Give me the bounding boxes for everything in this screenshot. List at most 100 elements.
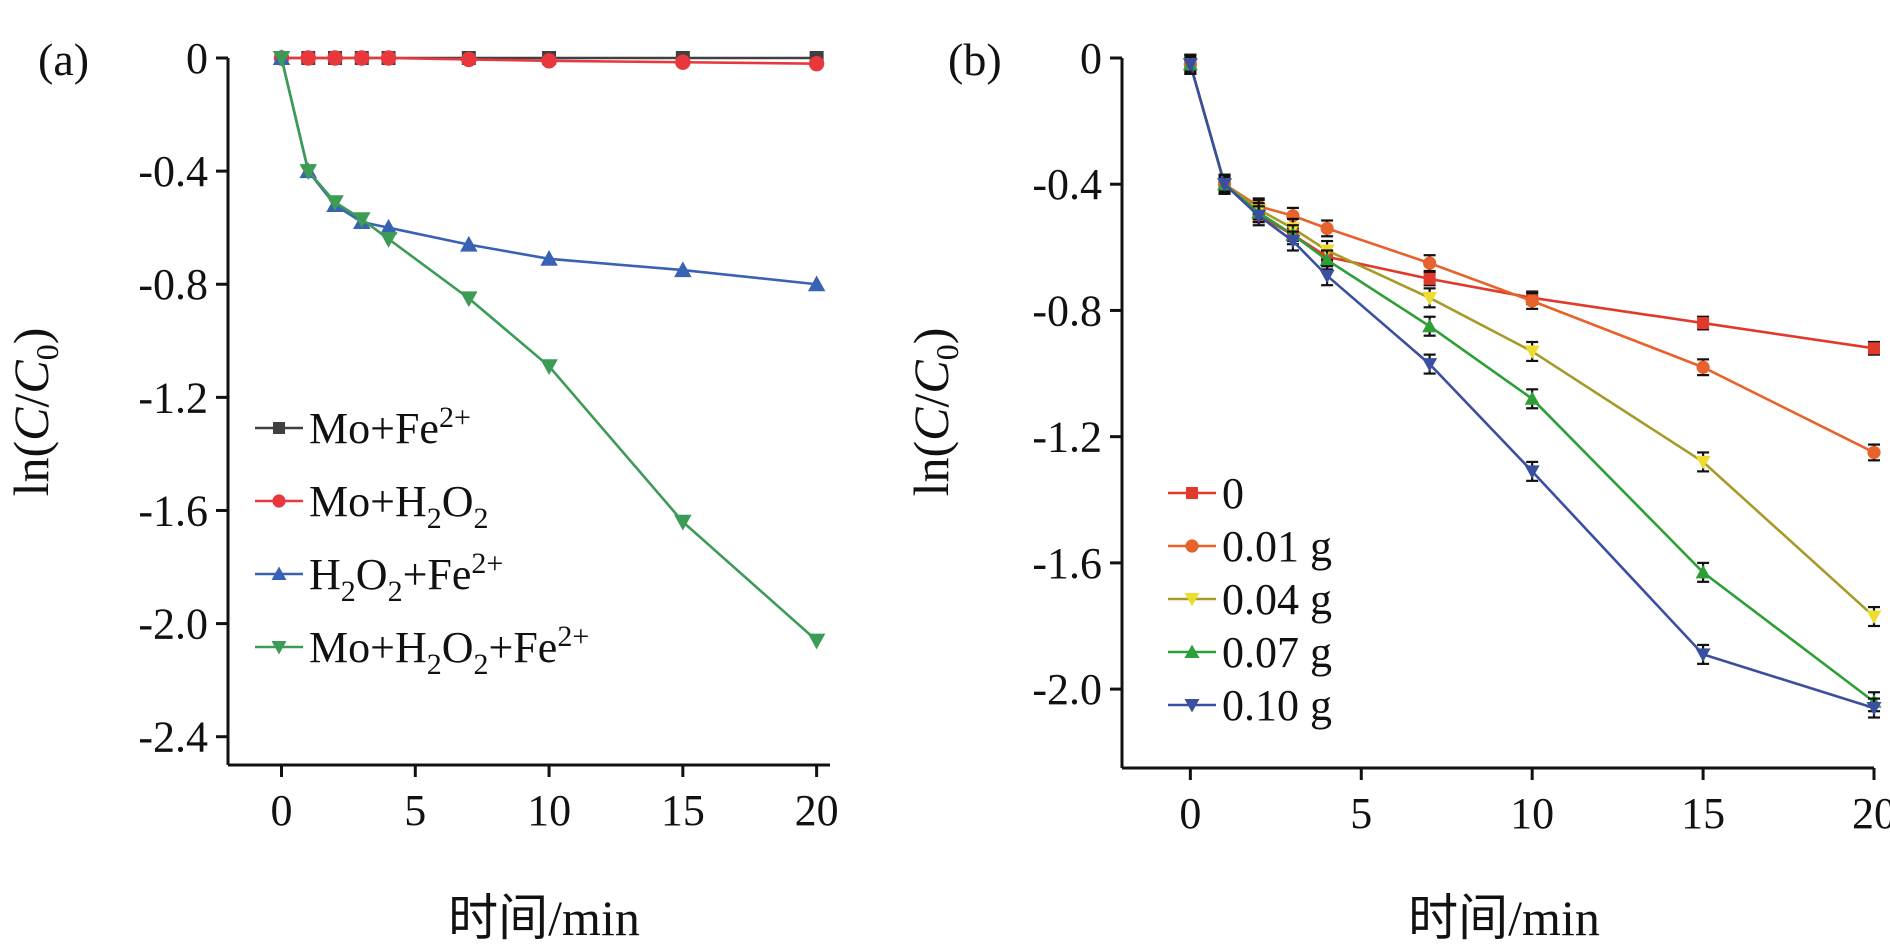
data-point (1695, 648, 1711, 662)
data-point (1866, 702, 1882, 716)
data-point (674, 514, 692, 531)
data-point (674, 261, 692, 278)
x-tick-label: 5 (404, 786, 426, 835)
data-point (1319, 252, 1335, 266)
data-point (1423, 256, 1437, 270)
series-2 (273, 50, 825, 72)
data-point (272, 51, 291, 67)
data-point (460, 235, 478, 252)
data-point (1251, 209, 1267, 224)
legend-label: 0.01 g (1222, 522, 1332, 571)
data-point (380, 50, 397, 66)
y-axis-label: ln(C/C0) (903, 328, 965, 497)
legend-marker (1184, 699, 1200, 713)
data-point (1524, 345, 1540, 359)
y-tick-label: -1.2 (138, 373, 208, 422)
panel-label: (b) (948, 34, 1002, 85)
panel-label: (a) (38, 34, 89, 85)
data-point (326, 195, 344, 211)
y-tick-label: -2.4 (138, 713, 208, 762)
legend-label: 0 (1222, 469, 1244, 518)
series-5 (1182, 53, 1882, 719)
x-tick-label: 5 (1350, 789, 1372, 838)
y-tick-label: -2.0 (138, 600, 208, 649)
data-point (1524, 391, 1540, 405)
data-point (1525, 294, 1539, 308)
y-tick-label: -1.2 (1032, 413, 1102, 462)
x-tick-label: 15 (1681, 789, 1725, 838)
data-point (540, 250, 558, 266)
data-point (1695, 564, 1711, 579)
legend-marker (1184, 644, 1200, 658)
data-point (1182, 58, 1198, 72)
legend-marker (271, 641, 287, 655)
y-tick-label: -0.8 (138, 260, 208, 309)
legend: Mo+Fe2+ Mo+H2O2 H2O2+Fe2+ Mo+H2O2+Fe2+ (255, 401, 589, 681)
data-point (460, 291, 478, 308)
data-point (540, 359, 558, 376)
legend: 00.01 g0.04 g0.07 g0.10 g (1168, 469, 1332, 730)
data-point (1696, 360, 1710, 374)
series-3 (272, 49, 826, 292)
y-tick-label: 0 (186, 34, 208, 83)
data-point (1285, 235, 1301, 249)
legend-marker (1185, 539, 1199, 553)
data-point (353, 212, 371, 228)
y-axis-label: ln(C/C0) (3, 328, 65, 497)
legend-label: 0.04 g (1222, 575, 1332, 624)
x-tick-label: 10 (527, 786, 571, 835)
data-point (299, 164, 318, 180)
data-point (1422, 358, 1438, 372)
x-tick-label: 15 (661, 786, 705, 835)
data-point (1319, 269, 1335, 284)
data-point (807, 633, 826, 650)
data-point (1868, 342, 1880, 355)
legend-label: H2O2+Fe2+ (309, 547, 503, 608)
data-point (379, 231, 398, 248)
legend-label: Mo+Fe2+ (309, 401, 471, 453)
legend-marker (1184, 593, 1200, 607)
chart-panel-a: 0 5 10 15 20 0 -0.4 -0.8 -1.2 -1.6 -2.0 -2.4 (a) 时间/m… (3, 34, 839, 945)
data-point (807, 275, 826, 292)
y-tick-label: -0.4 (1032, 160, 1102, 209)
legend-marker (271, 566, 287, 580)
y-tick-label: -0.4 (138, 147, 208, 196)
data-point (1422, 291, 1438, 306)
y-tick-label: -0.8 (1032, 286, 1102, 335)
legend-marker (272, 494, 286, 508)
legend-label: Mo+H2O2+Fe2+ (309, 620, 589, 681)
x-tick-label: 0 (1179, 789, 1201, 838)
data-point (327, 50, 343, 66)
data-point (1217, 178, 1233, 192)
data-point (808, 55, 825, 72)
x-tick-label: 0 (271, 786, 293, 835)
y-tick-label: -1.6 (138, 486, 208, 535)
data-point (1866, 610, 1882, 625)
data-point (1423, 272, 1436, 285)
legend-marker (1186, 487, 1198, 499)
legend-label: 0.07 g (1222, 628, 1332, 677)
legend-marker (273, 422, 285, 434)
data-point (1695, 455, 1711, 470)
data-point (300, 50, 316, 66)
x-tick-label: 20 (1852, 789, 1890, 838)
x-tick-label: 10 (1510, 789, 1554, 838)
data-point (1867, 445, 1881, 460)
data-point (1422, 318, 1438, 333)
series-4 (272, 51, 826, 650)
legend-label: 0.10 g (1222, 681, 1332, 730)
y-tick-label: -1.6 (1032, 539, 1102, 588)
x-tick-label: 20 (795, 786, 839, 835)
data-point (675, 54, 691, 70)
y-tick-label: 0 (1080, 34, 1102, 83)
data-point (1524, 465, 1540, 479)
data-point (1697, 317, 1710, 330)
data-point (379, 218, 398, 235)
data-point (541, 53, 557, 69)
data-point (1320, 221, 1334, 235)
data-point (354, 50, 370, 66)
chart-panel-b: 0 5 10 15 20 0 -0.4 -0.8 -1.2 -1.6 -2.0 (b) 时间/min ln… (903, 34, 1890, 945)
y-tick-label: -2.0 (1032, 665, 1102, 714)
series-1 (1184, 56, 1880, 356)
